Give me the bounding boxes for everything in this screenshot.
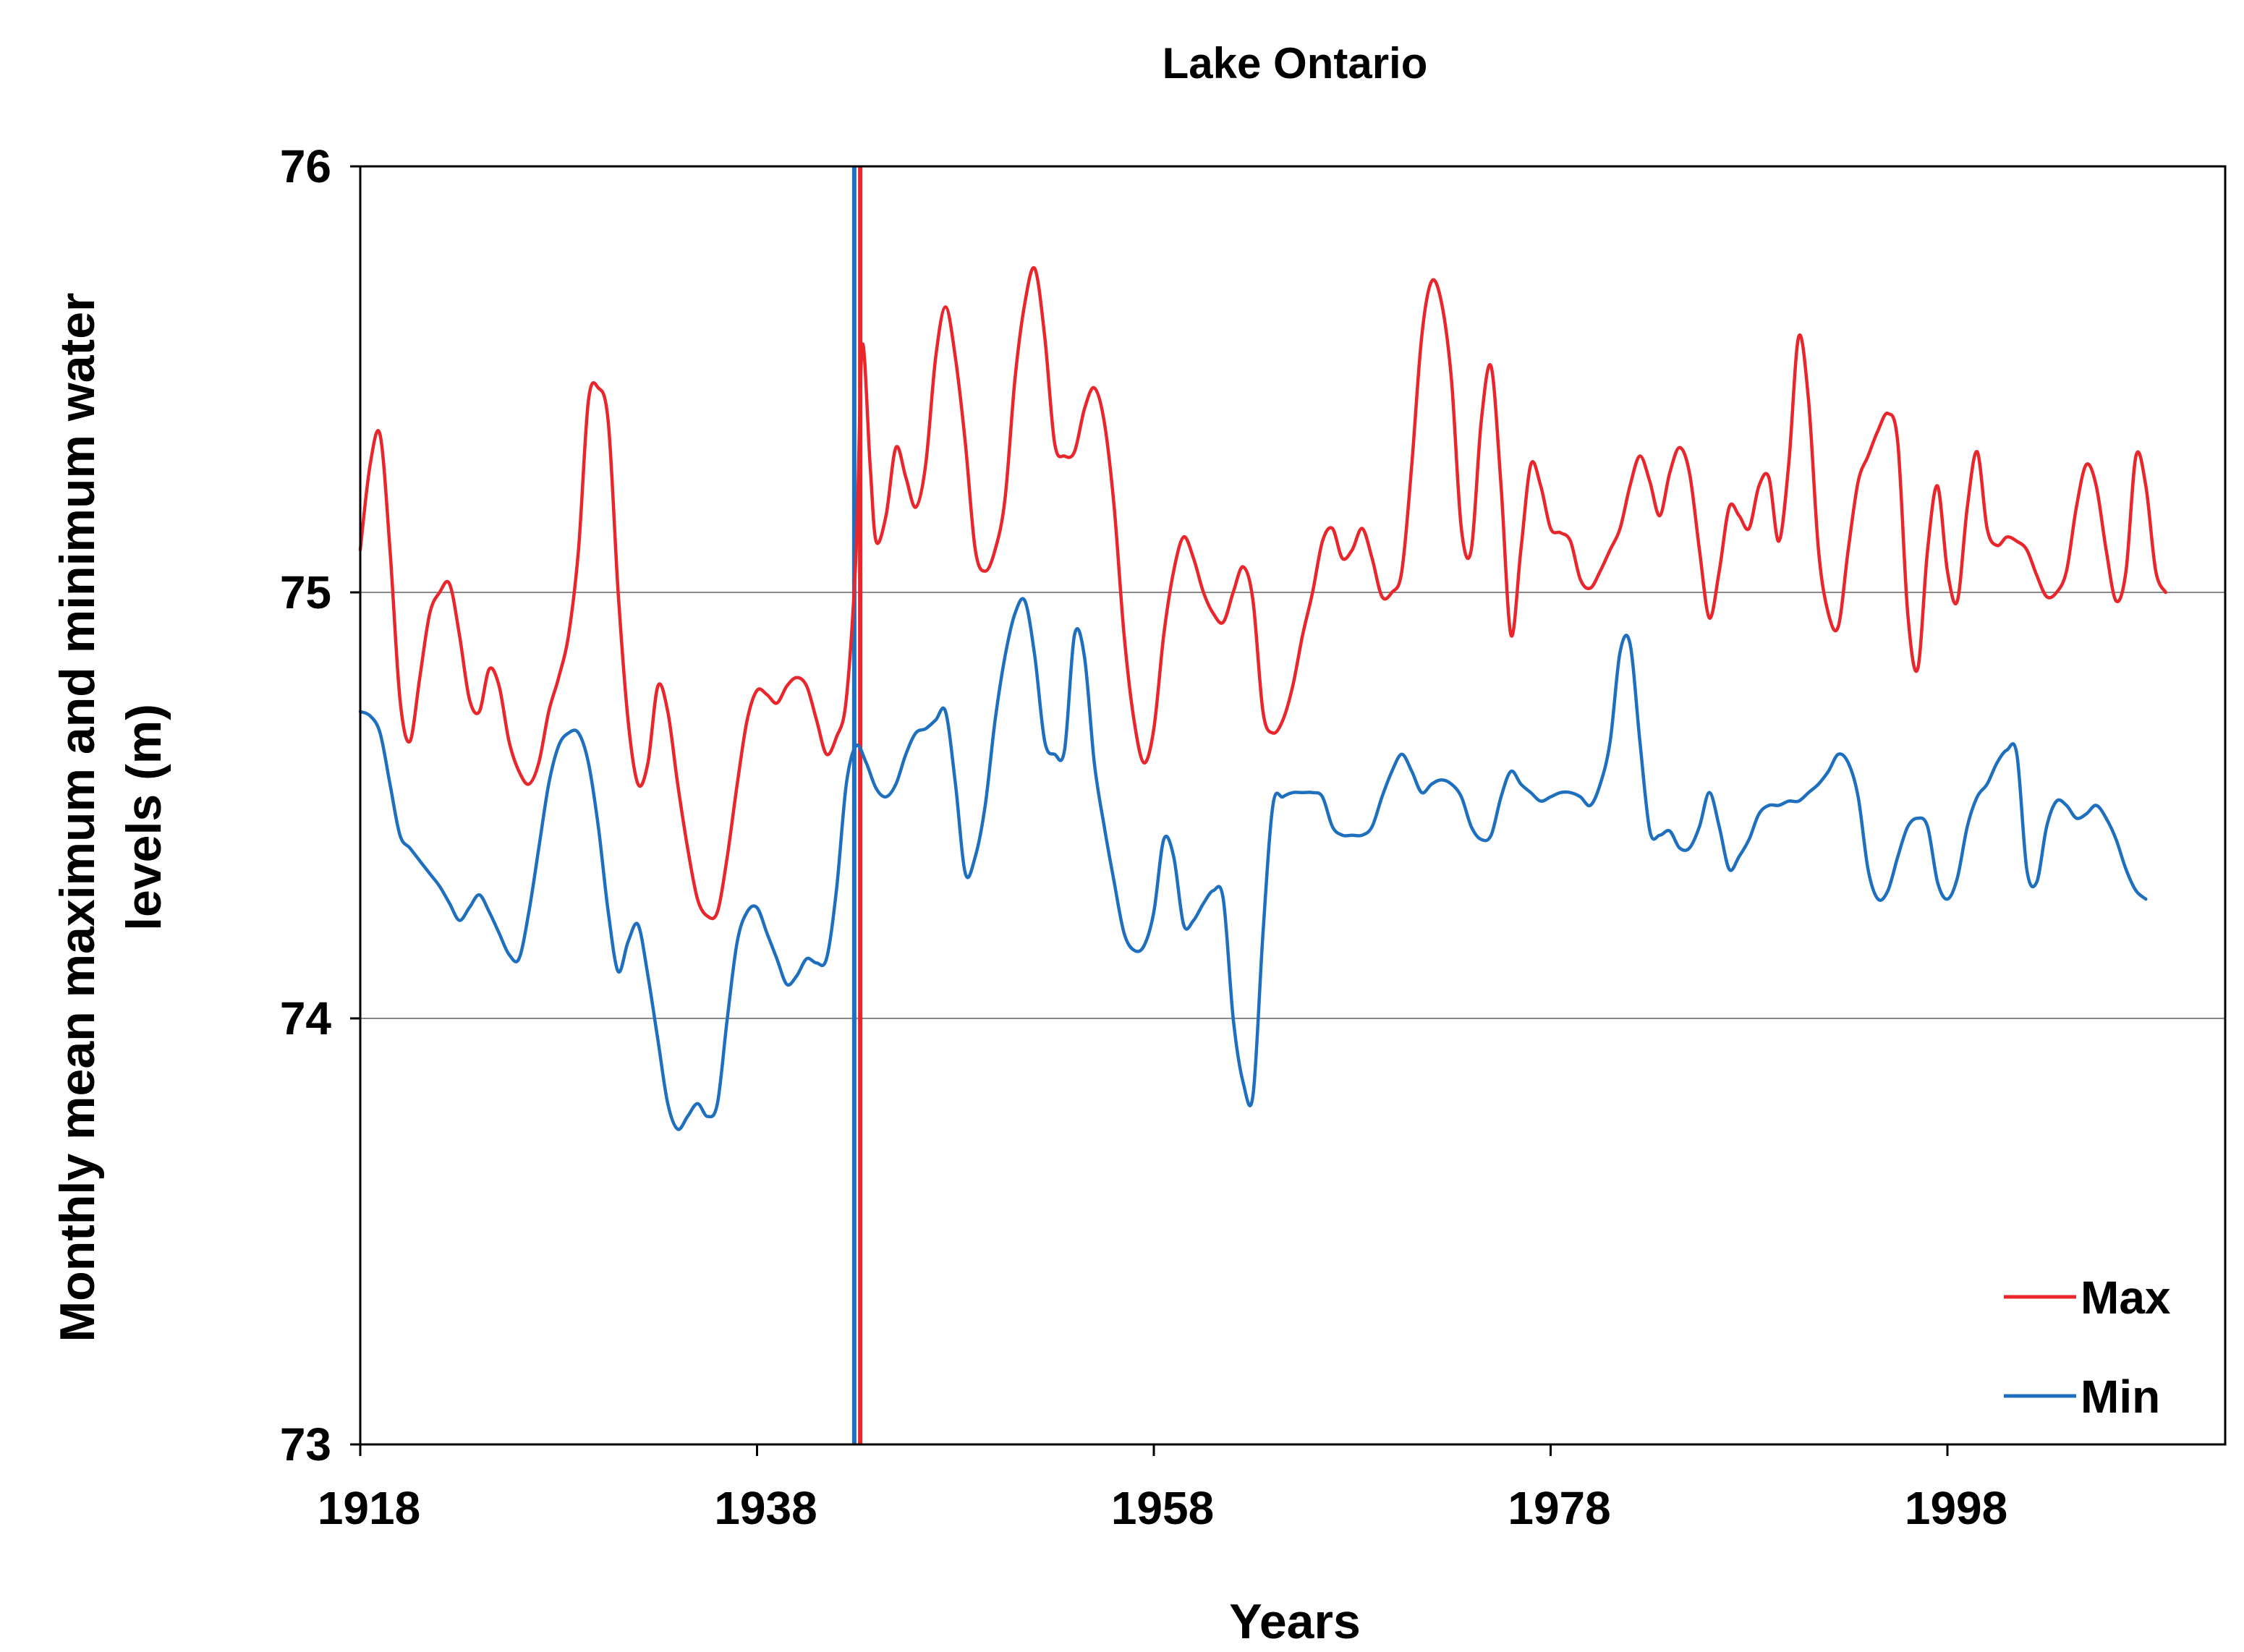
series-line-max [358, 265, 2167, 921]
y-axis-label: Monthly mean maximum and minimum water l… [50, 293, 171, 1342]
x-axis-label: Years [1229, 1594, 1361, 1649]
plot-area-border [359, 165, 2227, 1446]
legend-label-min: Min [2081, 1371, 2160, 1423]
series-line-min [358, 597, 2148, 1131]
y-axis-label-line-1: Monthly mean maximum and minimum water [50, 293, 105, 1342]
y-axis: 73 74 75 76 [280, 140, 360, 1470]
x-tick-label-1998: 1998 [1905, 1482, 2007, 1534]
y-tick-label-73: 73 [280, 1418, 331, 1470]
x-tick-label-1938: 1938 [714, 1482, 817, 1534]
legend-label-max: Max [2081, 1272, 2171, 1324]
y-axis-label-line-2: levels (m) [116, 704, 171, 931]
chart-title: Lake Ontario [1163, 39, 1428, 88]
series-lines [358, 265, 2167, 1131]
y-tick-label-74: 74 [280, 992, 332, 1044]
y-tick-label-75: 75 [280, 566, 331, 618]
legend: Max Min [2004, 1272, 2171, 1423]
x-tick-label-1918: 1918 [318, 1482, 420, 1534]
y-tick-label-76: 76 [280, 140, 331, 192]
x-tick-label-1958: 1958 [1111, 1482, 1214, 1534]
x-tick-label-1978: 1978 [1508, 1482, 1610, 1534]
gridlines [360, 592, 2225, 1019]
x-axis: 1918 1938 1958 1978 1998 [318, 1444, 2007, 1534]
